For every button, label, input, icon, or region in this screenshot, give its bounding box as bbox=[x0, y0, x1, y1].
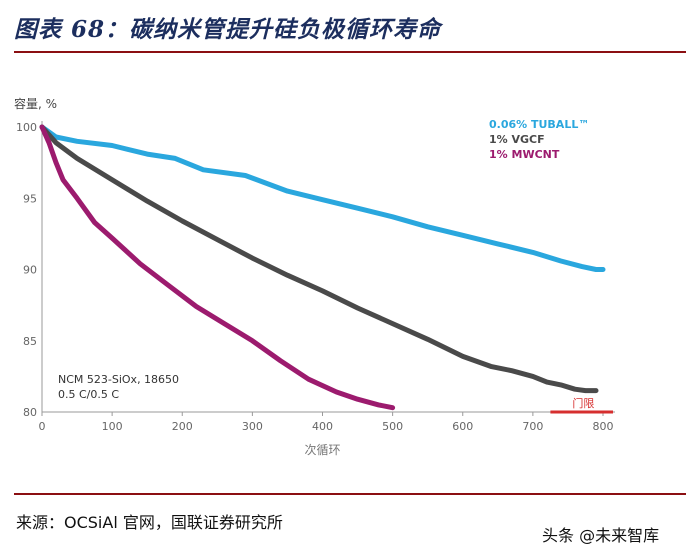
figure-title: 图表 68：碳纳米管提升硅负极循环寿命 bbox=[14, 16, 442, 43]
x-axis-title: 次循环 bbox=[304, 443, 340, 457]
chart-annotation: NCM 523-SiOx, 18650 bbox=[58, 373, 179, 386]
legend-entry-2: 1% VGCF bbox=[489, 133, 545, 146]
y-tick-label: 95 bbox=[23, 192, 37, 205]
bottom-divider bbox=[14, 493, 686, 495]
x-tick-label: 700 bbox=[522, 420, 543, 433]
x-tick-label: 800 bbox=[593, 420, 614, 433]
x-tick-label: 200 bbox=[172, 420, 193, 433]
watermark: 头条 @未来智库 bbox=[542, 522, 659, 546]
y-tick-label: 100 bbox=[16, 121, 37, 134]
series-line-2 bbox=[39, 124, 599, 394]
y-tick-label: 80 bbox=[23, 406, 37, 419]
legend-entry-1: 0.06% TUBALL™ bbox=[489, 118, 589, 131]
legend-entry-3: 1% MWCNT bbox=[489, 148, 560, 161]
y-axis-title: 容量, % bbox=[14, 96, 57, 111]
chart: 80 85 90 95 100 0 100 200 300 400 500 600 700 800 容量, … bbox=[14, 96, 615, 457]
x-tick-label: 0 bbox=[39, 420, 46, 433]
threshold-label: 门限 bbox=[572, 396, 594, 410]
chart-annotation: 0.5 C/0.5 C bbox=[58, 388, 119, 401]
y-tick-label: 90 bbox=[23, 264, 37, 277]
top-divider bbox=[14, 51, 686, 53]
source-note: 来源：OCSiAl 官网，国联证券研究所 bbox=[16, 513, 283, 532]
series-line-3 bbox=[39, 124, 396, 411]
x-tick-label: 500 bbox=[382, 420, 403, 433]
y-tick-label: 85 bbox=[23, 335, 37, 348]
x-tick-label: 400 bbox=[312, 420, 333, 433]
x-tick-label: 100 bbox=[102, 420, 123, 433]
series-line-1 bbox=[39, 124, 606, 272]
watermark-text: 头条 @未来智库 bbox=[542, 526, 660, 545]
x-tick-label: 600 bbox=[452, 420, 473, 433]
x-tick-label: 300 bbox=[242, 420, 263, 433]
